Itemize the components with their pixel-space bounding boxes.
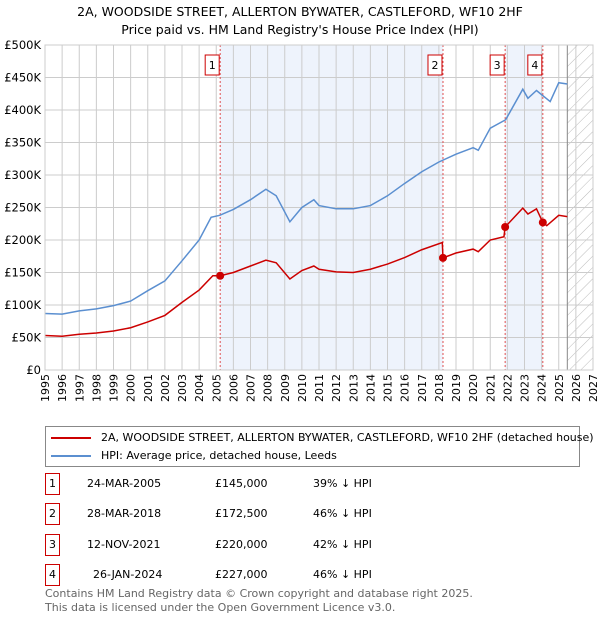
- x-tick-label: 2006: [227, 374, 240, 402]
- chart-subtitle: Price paid vs. HM Land Registry's House …: [121, 22, 479, 37]
- chart-title: 2A, WOODSIDE STREET, ALLERTON BYWATER, C…: [77, 4, 523, 19]
- sale-date: 12-NOV-2021: [87, 538, 161, 551]
- sale-row: 4 26-JAN-2024 £227,000 46% ↓ HPI: [45, 564, 445, 586]
- legend-item-property: 2A, WOODSIDE STREET, ALLERTON BYWATER, C…: [51, 431, 594, 444]
- x-tick-label: 2025: [553, 374, 566, 402]
- x-tick-label: 1995: [39, 374, 52, 402]
- legend-item-hpi: HPI: Average price, detached house, Leed…: [51, 449, 337, 462]
- sale-label-box: [204, 54, 220, 76]
- x-tick-label: 2023: [519, 374, 532, 402]
- y-tick-label: £300K: [4, 168, 41, 182]
- plot-frame: [44, 44, 594, 371]
- x-tick-label: 2011: [313, 374, 326, 402]
- sale-date: 26-JAN-2024: [93, 568, 163, 581]
- x-tick-label: 2000: [125, 374, 138, 402]
- footer-line-1: Contains HM Land Registry data © Crown c…: [45, 587, 473, 600]
- x-tick-label: 1996: [56, 374, 69, 402]
- sale-row: 2 28-MAR-2018 £172,500 46% ↓ HPI: [45, 503, 445, 525]
- sale-point: [501, 223, 510, 231]
- price-chart: 1995 1996 1997 1998 1999 2000 2001 2002 2003 2004…: [4, 38, 600, 402]
- x-tick-label: 2005: [210, 374, 223, 402]
- y-tick-label: £250K: [4, 201, 41, 215]
- x-tick-label: 2002: [159, 374, 172, 402]
- sale-label: 2: [431, 59, 438, 72]
- sale-price: £220,000: [215, 538, 268, 551]
- sale-number: 2: [45, 503, 60, 525]
- sale-point: [538, 218, 547, 227]
- legend-swatch-red: [51, 436, 91, 439]
- y-tick-label: £100K: [4, 298, 41, 312]
- legend-label: 2A, WOODSIDE STREET, ALLERTON BYWATER, C…: [101, 431, 594, 444]
- sale-label-box: [527, 54, 543, 76]
- legend: 2A, WOODSIDE STREET, ALLERTON BYWATER, C…: [45, 426, 594, 467]
- x-tick-label: 2024: [536, 374, 549, 402]
- sale-number: 1: [45, 473, 60, 495]
- y-tick-label: £50K: [12, 331, 42, 345]
- sale-date: 24-MAR-2005: [87, 477, 162, 490]
- y-tick-label: £450K: [4, 71, 41, 85]
- x-tick-label: 2021: [484, 374, 497, 402]
- x-tick-label: 2020: [467, 374, 480, 402]
- x-tick-label: 2001: [142, 374, 155, 402]
- x-tick-label: 2014: [364, 374, 377, 402]
- x-tick-label: 1999: [108, 374, 121, 402]
- x-tick-label: 2017: [416, 374, 429, 402]
- sale-label-box: [427, 54, 443, 76]
- x-tick-label: 2026: [570, 374, 583, 402]
- x-tick-label: 2027: [587, 374, 600, 402]
- sale-row: 1 24-MAR-2005 £145,000 39% ↓ HPI: [45, 473, 445, 495]
- x-tick-label: 2009: [279, 374, 292, 402]
- sale-label: 3: [494, 59, 501, 72]
- sale-hpi-diff: 46% ↓ HPI: [313, 568, 372, 581]
- x-tick-label: 2019: [450, 374, 463, 402]
- y-tick-label: £350K: [4, 136, 41, 150]
- x-tick-label: 2008: [262, 374, 275, 402]
- x-tick-label: 2004: [193, 374, 206, 402]
- sale-point: [438, 253, 447, 262]
- x-tick-label: 2012: [330, 374, 343, 402]
- y-tick-label: £200K: [4, 233, 41, 247]
- sale-date: 28-MAR-2018: [87, 507, 162, 520]
- legend-swatch-blue: [51, 454, 91, 457]
- sale-number: 3: [45, 534, 60, 556]
- x-tick-label: 1998: [90, 374, 103, 402]
- series-line: [44, 207, 568, 337]
- sale-price: £145,000: [215, 477, 268, 490]
- sale-point: [216, 271, 225, 280]
- y-tick-label: £400K: [4, 103, 41, 117]
- x-tick-label: 2016: [399, 374, 412, 402]
- series-line: [44, 81, 568, 315]
- footer-line-2: This data is licensed under the Open Gov…: [45, 601, 396, 614]
- sale-label: 1: [209, 59, 216, 72]
- sale-hpi-diff: 39% ↓ HPI: [313, 477, 372, 490]
- sale-hpi-diff: 46% ↓ HPI: [313, 507, 372, 520]
- x-tick-label: 2018: [433, 374, 446, 402]
- sale-number: 4: [45, 564, 60, 586]
- x-tick-label: 2010: [296, 374, 309, 402]
- x-tick-label: 1997: [73, 374, 86, 402]
- x-tick-label: 2003: [176, 374, 189, 402]
- sale-price: £227,000: [215, 568, 268, 581]
- sale-label: 4: [531, 59, 538, 72]
- y-tick-label: £500K: [4, 38, 41, 52]
- x-tick-label: 2007: [245, 374, 258, 402]
- legend-label: HPI: Average price, detached house, Leed…: [101, 449, 337, 462]
- sale-hpi-diff: 42% ↓ HPI: [313, 538, 372, 551]
- sale-row: 3 12-NOV-2021 £220,000 42% ↓ HPI: [45, 534, 445, 556]
- y-tick-label: £150K: [4, 266, 41, 280]
- sale-price: £172,500: [215, 507, 268, 520]
- x-tick-label: 2022: [501, 374, 514, 402]
- x-tick-label: 2015: [382, 374, 395, 402]
- sale-label-box: [489, 54, 505, 76]
- y-tick-label: £0: [26, 363, 41, 377]
- x-tick-label: 2013: [347, 374, 360, 402]
